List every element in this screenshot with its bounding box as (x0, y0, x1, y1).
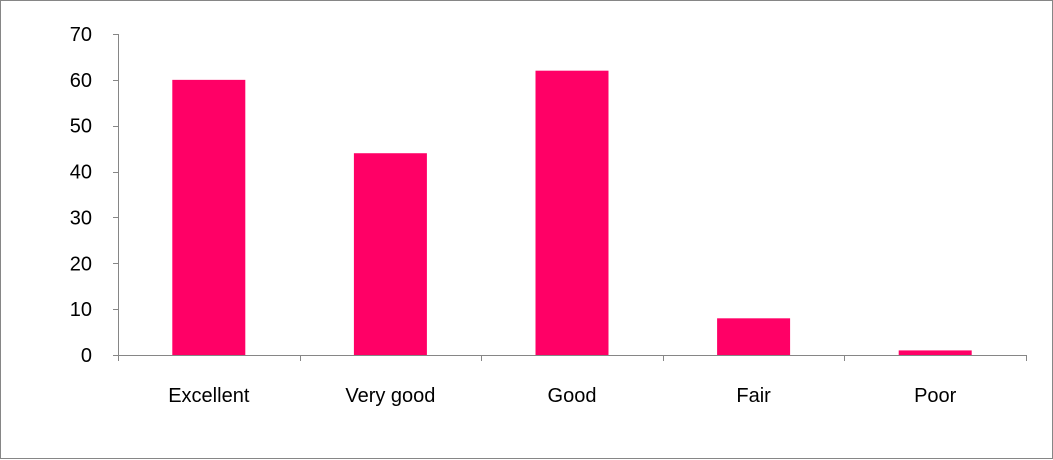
x-tick-label: Poor (914, 385, 957, 407)
bar-excellent (172, 80, 245, 355)
bar-poor (899, 350, 972, 355)
y-tick-label: 60 (70, 70, 92, 92)
y-tick-label: 40 (70, 162, 92, 184)
bar-series (172, 71, 971, 355)
x-tick-label: Very good (345, 385, 435, 407)
y-tick-label: 10 (70, 299, 92, 321)
x-tick-label: Excellent (168, 385, 250, 407)
y-tick-label: 0 (81, 345, 92, 367)
x-tick-label: Good (548, 385, 597, 407)
y-tick-label: 20 (70, 253, 92, 275)
bar-good (536, 71, 609, 355)
y-tick-label: 50 (70, 116, 92, 138)
x-tick-label: Fair (736, 385, 771, 407)
y-axis-ticks: 0 10 20 30 40 50 60 70 (70, 24, 118, 367)
bar-very-good (354, 153, 427, 355)
y-tick-label: 30 (70, 207, 92, 229)
bar-fair (717, 318, 790, 355)
x-axis-ticks: Excellent Very good Good Fair Poor (119, 355, 1027, 407)
y-tick-label: 70 (70, 24, 92, 46)
